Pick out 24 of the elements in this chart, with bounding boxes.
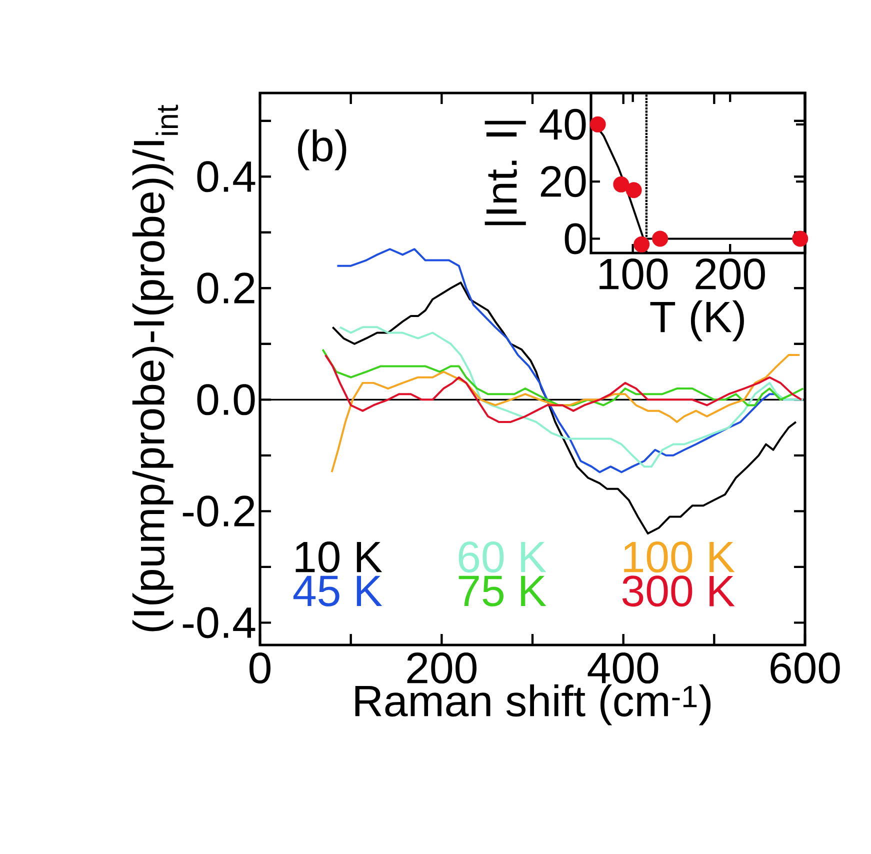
text: 60 K [458,542,546,573]
x-tick-label: 200 [407,652,476,684]
annotation: (b) [298,129,346,170]
y-tick-label: 0.2 [197,272,254,304]
x-tick-label: 600 [770,652,840,684]
text: 100 K [624,542,735,573]
x-tick-label: 200 [696,258,765,290]
y-tick-label: -0.4 [182,607,256,638]
x-tick-label: 100 [600,258,668,290]
y-axis-title: (I(pump/probe)-I(probe))/I$_{int}$ [132,104,178,632]
x-tick-label: 400 [588,652,658,684]
legend-label: 10 K [296,542,382,573]
y-tick-label: -0.2 [182,496,254,527]
y-tick-label: 20 [540,166,586,198]
x-axis-title: T (K) [650,300,744,342]
y-tick-label: 0.4 [197,161,256,192]
y-tick-label: 0.0 [197,384,255,416]
x-axis-title: Raman shift (cm$^{-1}$) [355,684,711,726]
text: 75 K [458,576,546,606]
y-tick-label: 0 [564,223,586,254]
text: 45 K [293,576,382,606]
text: 300 K [622,576,735,607]
y-axis-title: |Int. I| [484,120,526,226]
y-tick-label: 40 [540,108,586,140]
